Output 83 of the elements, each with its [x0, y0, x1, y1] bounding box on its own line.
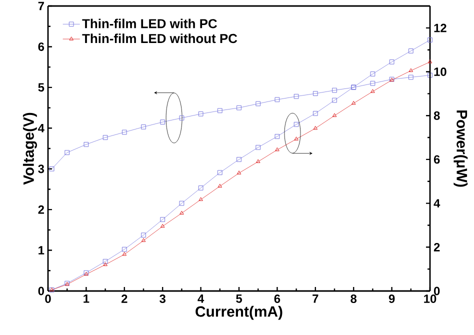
point [370, 80, 376, 86]
y2-tick-label: 6 [434, 155, 440, 164]
y2-tick-label: 12 [434, 24, 446, 32]
point [236, 157, 242, 162]
x-tick-label: 8 [350, 294, 357, 303]
y2-tick-label: 4 [434, 199, 440, 208]
point [294, 136, 298, 140]
x-tick-label: 5 [236, 294, 242, 303]
point [332, 98, 337, 103]
y2-axis-title: Power(μW) [454, 110, 468, 187]
point [49, 166, 54, 172]
y2-tick-label: 0 [434, 286, 440, 296]
x-tick-label: 7 [312, 294, 318, 303]
x-tick-label: 1 [84, 294, 90, 303]
y-tick-label: 0 [38, 286, 44, 296]
point [351, 100, 356, 105]
point [102, 135, 108, 140]
point [312, 110, 318, 116]
x-tick-label: 9 [388, 294, 395, 303]
y2-tick-label: 2 [434, 242, 440, 252]
x-tick-label: 2 [122, 294, 128, 303]
point [179, 200, 184, 206]
point [332, 88, 337, 93]
point [198, 186, 204, 190]
x-tick-label: 4 [198, 294, 204, 303]
x-tick-label: 6 [274, 294, 280, 303]
point [218, 184, 222, 188]
point [256, 144, 261, 150]
point [122, 252, 127, 256]
point [408, 48, 414, 54]
x-tick-label: 3 [160, 294, 166, 304]
point [217, 170, 222, 176]
point [122, 130, 127, 135]
point [370, 89, 375, 93]
point [294, 122, 299, 127]
point [256, 159, 260, 163]
point [198, 197, 203, 201]
y-tick-label: 3 [38, 164, 44, 174]
point [179, 116, 184, 120]
point [122, 246, 127, 252]
point [236, 105, 242, 110]
point [274, 97, 280, 102]
point [313, 126, 318, 130]
point [236, 170, 242, 174]
point [408, 68, 414, 72]
point [428, 72, 432, 78]
point [102, 258, 108, 264]
point [141, 232, 146, 238]
point [141, 238, 146, 242]
point [64, 150, 70, 156]
x-tick-label: 0 [45, 294, 51, 303]
y-axis-title: Voltage(V) [22, 112, 37, 185]
y-tick-label: 7 [38, 2, 44, 10]
point [389, 59, 394, 64]
point [160, 224, 165, 228]
point [312, 91, 318, 96]
y-tick-label: 1 [38, 246, 44, 254]
point [160, 120, 166, 124]
point [217, 108, 222, 114]
point [103, 262, 108, 266]
legend-label: Thin-film LED with PC [82, 18, 217, 28]
point [198, 111, 204, 116]
point [332, 113, 337, 117]
point [256, 101, 261, 106]
legend-label: Thin-film LED without PC [82, 34, 238, 44]
y-tick-label: 6 [38, 42, 44, 51]
point [275, 147, 280, 152]
x-axis-title: Current(mA) [196, 306, 282, 320]
point [180, 210, 184, 215]
x-tick-label: 10 [424, 294, 436, 303]
y-tick-label: 5 [38, 83, 44, 92]
point [428, 38, 432, 42]
point [408, 74, 414, 80]
point [84, 142, 89, 147]
point [370, 72, 376, 76]
point [294, 94, 299, 99]
y2-tick-label: 8 [434, 111, 440, 120]
point [141, 124, 146, 130]
point [274, 134, 280, 139]
y2-tick-label: 10 [434, 68, 446, 76]
y-tick-label: 2 [38, 205, 44, 214]
y-tick-label: 4 [38, 124, 44, 132]
point [160, 217, 166, 222]
